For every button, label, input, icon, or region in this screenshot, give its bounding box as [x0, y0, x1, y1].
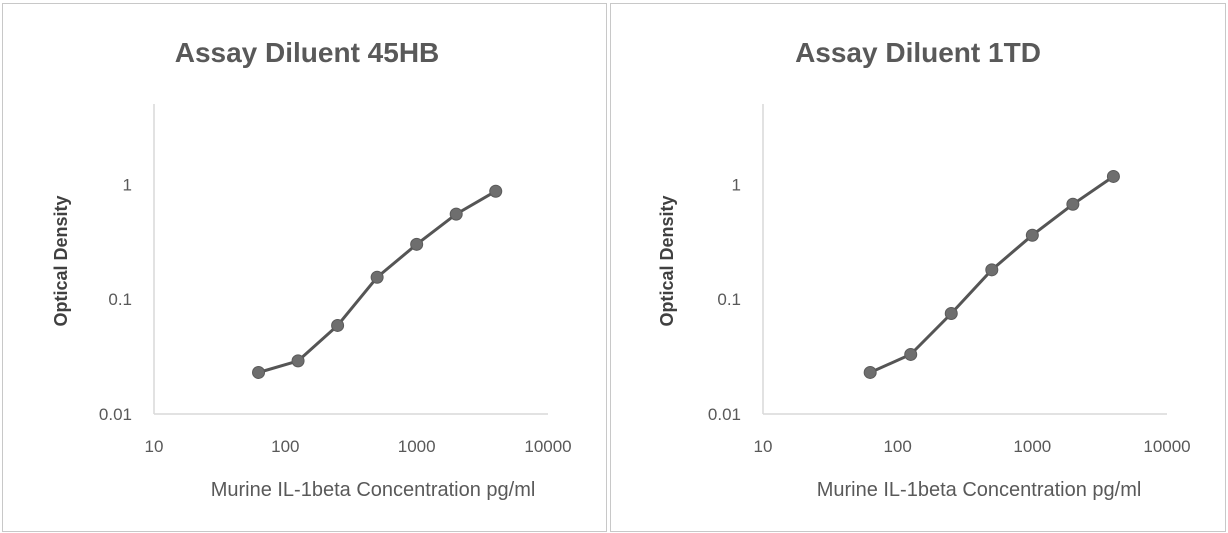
chart-panel-1td: Assay Diluent 1TD Optical Density Murine… [610, 3, 1226, 532]
x-axis-label: Murine IL-1beta Concentration pg/ml [211, 479, 536, 501]
x-tick-label: 100 [271, 437, 299, 456]
data-point [489, 184, 503, 198]
y-tick-label: 0.01 [708, 405, 741, 424]
x-tick-label: 10000 [524, 437, 571, 456]
x-tick-label: 1000 [1013, 437, 1051, 456]
y-tick-label: 1 [123, 175, 132, 194]
data-point [944, 306, 958, 320]
data-point [985, 263, 999, 277]
data-point [904, 347, 918, 361]
y-axis-label: Optical Density [51, 195, 71, 326]
x-tick-label: 10000 [1143, 437, 1190, 456]
data-point [863, 365, 877, 379]
x-axis-label: Murine IL-1beta Concentration pg/ml [817, 479, 1142, 501]
data-point [331, 318, 345, 332]
chart-title: Assay Diluent 45HB [175, 37, 440, 68]
chart-panel-45hb: Assay Diluent 45HB Optical Density Murin… [2, 3, 607, 532]
y-tick-label: 0.1 [108, 290, 132, 309]
data-point [1106, 169, 1120, 183]
data-point [252, 365, 266, 379]
x-tick-label: 10 [145, 437, 164, 456]
y-tick-label: 0.01 [99, 405, 132, 424]
plot-area: 0.01 0.1 1 10 100 1000 10000 [99, 104, 572, 456]
data-point [1066, 197, 1080, 211]
y-tick-label: 1 [732, 175, 741, 194]
data-point [291, 354, 305, 368]
chart-title: Assay Diluent 1TD [795, 37, 1041, 68]
data-point [1025, 228, 1039, 242]
y-axis-label: Optical Density [657, 195, 677, 326]
x-tick-label: 10 [754, 437, 773, 456]
data-point [410, 237, 424, 251]
data-point [370, 270, 384, 284]
data-point [449, 207, 463, 221]
x-tick-label: 100 [883, 437, 911, 456]
y-tick-label: 0.1 [717, 290, 741, 309]
chart-svg-45hb: Assay Diluent 45HB Optical Density Murin… [51, 37, 572, 501]
plot-area: 0.01 0.1 1 10 100 1000 10000 [708, 104, 1191, 456]
chart-svg-1td: Assay Diluent 1TD Optical Density Murine… [657, 37, 1191, 501]
x-tick-label: 1000 [398, 437, 436, 456]
